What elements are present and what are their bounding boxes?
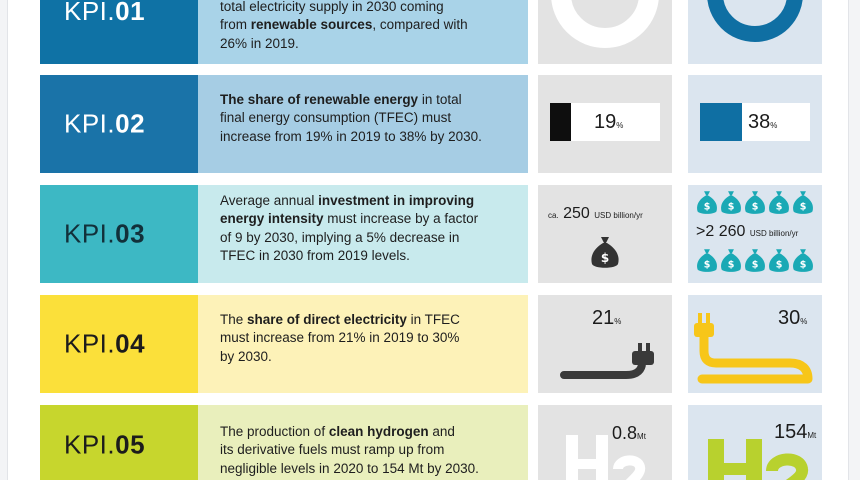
kpi-01-description: total electricity supply in 2030 coming … <box>220 0 468 51</box>
kpi-row-02: KPI.02 The share of renewable energy in … <box>40 75 822 173</box>
kpi-01-value-2030 <box>688 0 822 64</box>
svg-text:$: $ <box>776 260 783 271</box>
kpi-03-label: KPI.03 <box>64 218 146 249</box>
money-bag-icon: $ <box>745 191 765 214</box>
kpi-01-label: KPI.01 <box>64 0 146 26</box>
share-bar-fill-2030 <box>700 103 742 141</box>
kpi-02-desc-box <box>198 75 528 173</box>
kpi-05-box: KPI.05 <box>40 405 220 480</box>
money-bags-top-row: $ $ $ $ $ <box>696 189 818 219</box>
money-bag-icon: $ <box>793 249 813 272</box>
kpi-05-description: The production of clean hydrogen and its… <box>220 424 479 476</box>
kpi-03-value-2019: ca. 250 USD billion/yr $ <box>538 185 672 283</box>
money-bag-icon: $ <box>721 249 741 272</box>
kpi-03-box: KPI.03 <box>40 185 220 283</box>
svg-text:$: $ <box>601 251 609 265</box>
svg-text:$: $ <box>752 202 759 213</box>
kpi-05-value-2030: 154Mt <box>688 405 822 480</box>
hydrogen-value-2030: 154Mt <box>774 421 817 443</box>
money-bag-icon: $ <box>769 249 789 272</box>
kpi-01-desc-box <box>198 0 528 64</box>
money-bag-icon: $ <box>793 191 813 214</box>
svg-text:$: $ <box>704 202 711 213</box>
money-bag-icon: $ <box>591 237 619 268</box>
kpi-04-value-2030: 30% <box>688 295 822 393</box>
hydrogen-value-2020: 0.8Mt <box>612 423 646 443</box>
svg-text:$: $ <box>800 202 807 213</box>
electricity-value-2019: 21% <box>592 307 622 329</box>
money-bag-icon: $ <box>721 191 741 214</box>
share-value-2019: 19% <box>594 111 624 133</box>
kpi-05-desc-box <box>198 405 528 480</box>
page-edge-right <box>848 0 860 480</box>
kpi-row-04: KPI.04 The share of direct electricity i… <box>40 295 822 393</box>
page-edge-left <box>0 0 8 480</box>
hydrogen-h2-icon <box>566 435 646 480</box>
donut-chart-2019 <box>551 0 659 48</box>
kpi-05-label: KPI.05 <box>64 429 146 460</box>
kpi-04-label: KPI.04 <box>64 328 146 359</box>
money-bag-icon: $ <box>697 191 717 214</box>
money-bags-bottom-row: $ $ $ $ $ <box>696 247 818 277</box>
svg-text:$: $ <box>704 260 711 271</box>
electricity-value-2030: 30% <box>778 307 808 329</box>
investment-value-2030: >2 260 USD billion/yr <box>696 223 799 240</box>
kpi-03-value-2030: $ $ $ $ $ >2 260 USD billion/yr $ $ $ $ $ <box>688 185 822 283</box>
kpi-03-desc-box <box>198 185 528 283</box>
kpi-02-description: The share of renewable energy in total f… <box>220 92 482 144</box>
investment-value-2019: ca. 250 USD billion/yr <box>548 205 643 222</box>
share-value-2030: 38% <box>748 111 778 133</box>
money-bag-icon: $ <box>697 249 717 272</box>
kpi-02-box: KPI.02 <box>40 75 220 173</box>
share-bar-fill-2019 <box>550 103 571 141</box>
svg-text:$: $ <box>776 202 783 213</box>
kpi-02-value-2019: 19% <box>538 75 672 173</box>
svg-text:$: $ <box>728 260 735 271</box>
svg-text:$: $ <box>752 260 759 271</box>
kpi-row-01: KPI.01 total electricity supply in 2030 … <box>40 0 822 64</box>
share-bar-2030: 38% <box>700 103 810 141</box>
electric-plug-icon <box>560 343 654 379</box>
kpi-04-box: KPI.04 <box>40 295 220 393</box>
share-bar-2019: 19% <box>550 103 660 141</box>
donut-chart-2030 <box>707 0 803 42</box>
kpi-02-value-2030: 38% <box>688 75 822 173</box>
svg-text:$: $ <box>728 202 735 213</box>
kpi-row-05: KPI.05 The production of clean hydrogen … <box>40 405 822 480</box>
svg-text:$: $ <box>800 260 807 271</box>
money-bag-icon: $ <box>745 249 765 272</box>
kpi-02-label: KPI.02 <box>64 108 146 139</box>
kpi-04-value-2019: 21% <box>538 295 672 393</box>
electric-plug-icon <box>694 313 813 384</box>
kpi-05-value-2020: 0.8Mt <box>538 405 672 480</box>
kpi-03-description: Average annual investment in improving e… <box>220 193 479 264</box>
kpi-04-desc-box <box>198 295 528 393</box>
kpi-01-value-2019 <box>538 0 672 64</box>
hydrogen-h2-icon <box>708 439 808 480</box>
kpi-row-03: KPI.03 Average annual investment in impr… <box>40 185 822 283</box>
kpi-04-description: The share of direct electricity in TFEC … <box>220 312 460 364</box>
money-bag-icon: $ <box>769 191 789 214</box>
kpi-01-box: KPI.01 <box>40 0 220 64</box>
